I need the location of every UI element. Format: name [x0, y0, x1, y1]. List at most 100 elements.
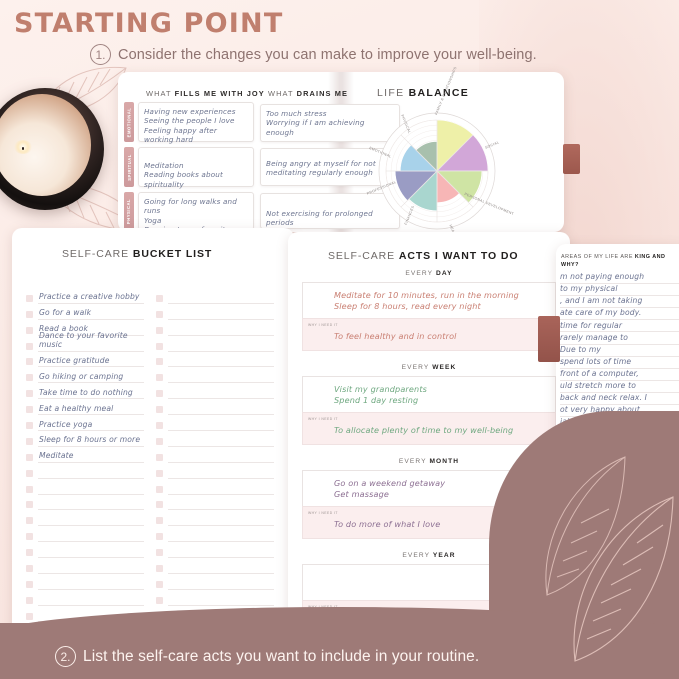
bucket-list-row[interactable]: [156, 288, 274, 304]
checkbox-icon[interactable]: [156, 342, 163, 350]
bucket-list-line[interactable]: [168, 367, 274, 384]
checkbox-icon[interactable]: [156, 549, 163, 557]
bucket-list-row[interactable]: [156, 526, 274, 543]
life-balance-wheel-svg[interactable]: [370, 104, 504, 238]
bucket-list-line[interactable]: [168, 288, 274, 304]
checkbox-icon[interactable]: [156, 469, 163, 477]
bucket-list-line[interactable]: [168, 304, 274, 320]
bucket-list-row[interactable]: Go for a walk: [26, 304, 144, 320]
bucket-list-row[interactable]: Practice a creative hobby: [26, 288, 144, 304]
checkbox-icon[interactable]: [156, 485, 163, 493]
bucket-list-line[interactable]: Go for a walk: [38, 304, 144, 320]
bucket-list-line[interactable]: [168, 558, 274, 575]
checkbox-icon[interactable]: [26, 549, 33, 557]
bucket-list-row[interactable]: Eat a healthy meal: [26, 399, 144, 416]
checkbox-icon[interactable]: [26, 501, 33, 509]
bucket-list-row[interactable]: [26, 542, 144, 559]
bucket-list-row[interactable]: [26, 526, 144, 543]
joy-box-emotional[interactable]: Having new experiences Seeing the people…: [138, 102, 254, 144]
bucket-list-column-2[interactable]: [156, 288, 274, 638]
bucket-list-line[interactable]: [168, 590, 274, 606]
bucket-list-line[interactable]: [168, 352, 274, 368]
checkbox-icon[interactable]: [26, 612, 33, 620]
bucket-list-row[interactable]: Practice yoga: [26, 415, 144, 432]
checkbox-icon[interactable]: [26, 580, 33, 588]
act-why-field[interactable]: WHY I NEED IT To allocate plenty of time …: [302, 412, 556, 445]
bucket-list-row[interactable]: Meditate: [26, 447, 144, 463]
checkbox-icon[interactable]: [26, 358, 33, 366]
bucket-list-row[interactable]: Practice gratitude: [26, 352, 144, 368]
bucket-list-line[interactable]: [168, 495, 274, 511]
bucket-list-line[interactable]: [168, 526, 274, 543]
checkbox-icon[interactable]: [26, 565, 33, 573]
bucket-list-line[interactable]: [168, 383, 274, 400]
bucket-list-row[interactable]: [156, 336, 274, 352]
bucket-list-row[interactable]: Take time to do nothing: [26, 383, 144, 400]
act-write-field[interactable]: Meditate for 10 minutes, run in the morn…: [302, 282, 556, 318]
bucket-list-row[interactable]: [156, 447, 274, 463]
bucket-list-row[interactable]: [156, 431, 274, 447]
bucket-list-line[interactable]: [168, 431, 274, 447]
bucket-list-line[interactable]: [168, 320, 274, 336]
bucket-list-line[interactable]: [38, 463, 144, 479]
checkbox-icon[interactable]: [26, 310, 33, 318]
bucket-list-line[interactable]: Meditate: [38, 447, 144, 463]
bucket-list-row[interactable]: [26, 463, 144, 479]
bucket-list-line[interactable]: Practice a creative hobby: [38, 288, 144, 304]
checkbox-icon[interactable]: [156, 374, 163, 382]
bucket-list-row[interactable]: [156, 415, 274, 432]
checkbox-icon[interactable]: [26, 406, 33, 414]
bucket-list-line[interactable]: [38, 510, 144, 527]
bucket-list-row[interactable]: [156, 574, 274, 590]
checkbox-icon[interactable]: [156, 453, 163, 461]
bucket-list-line[interactable]: [38, 479, 144, 495]
checkbox-icon[interactable]: [156, 422, 163, 430]
bucket-list-line[interactable]: [168, 542, 274, 559]
bucket-list-line[interactable]: [168, 399, 274, 416]
checkbox-icon[interactable]: [156, 310, 163, 318]
bucket-list-row[interactable]: [156, 510, 274, 527]
bucket-list-line[interactable]: [168, 574, 274, 590]
drain-box-emotional[interactable]: Too much stress Worrying if I am achievi…: [260, 104, 400, 142]
bucket-list-line[interactable]: [168, 463, 274, 479]
bucket-list-line[interactable]: Practice yoga: [38, 415, 144, 432]
checkbox-icon[interactable]: [26, 596, 33, 604]
checkbox-icon[interactable]: [26, 390, 33, 398]
bucket-list-row[interactable]: Go hiking or camping: [26, 367, 144, 384]
bucket-list-line[interactable]: Eat a healthy meal: [38, 399, 144, 416]
checkbox-icon[interactable]: [156, 565, 163, 573]
bucket-list-line[interactable]: [38, 590, 144, 606]
checkbox-icon[interactable]: [26, 485, 33, 493]
checkbox-icon[interactable]: [156, 390, 163, 398]
checkbox-icon[interactable]: [156, 501, 163, 509]
bucket-list-row[interactable]: Read a book: [26, 320, 144, 336]
bucket-list-line[interactable]: [168, 479, 274, 495]
act-why-field[interactable]: WHY I NEED IT To feel healthy and in cont…: [302, 318, 556, 351]
bucket-list-row[interactable]: [156, 399, 274, 416]
checkbox-icon[interactable]: [156, 326, 163, 334]
checkbox-icon[interactable]: [156, 437, 163, 445]
checkbox-icon[interactable]: [26, 422, 33, 430]
bucket-list-line[interactable]: Read a book: [38, 320, 144, 336]
checkbox-icon[interactable]: [156, 580, 163, 588]
bucket-list-row[interactable]: [26, 495, 144, 511]
bucket-list-row[interactable]: [156, 590, 274, 606]
bucket-list-row[interactable]: [26, 574, 144, 590]
bucket-list-line[interactable]: [168, 510, 274, 527]
bucket-list-line[interactable]: Take time to do nothing: [38, 383, 144, 400]
checkbox-icon[interactable]: [26, 437, 33, 445]
bucket-list-line[interactable]: [168, 415, 274, 432]
life-balance-wheel[interactable]: FAMILY & RELATIONSHIPS SOCIAL PERSONAL DEV…: [366, 66, 515, 241]
checkbox-icon[interactable]: [26, 326, 33, 334]
checkbox-icon[interactable]: [156, 358, 163, 366]
bucket-list-row[interactable]: [156, 495, 274, 511]
bucket-list-row[interactable]: [156, 304, 274, 320]
bucket-list-row[interactable]: [156, 367, 274, 384]
checkbox-icon[interactable]: [26, 342, 33, 350]
bucket-list-row[interactable]: [156, 383, 274, 400]
bucket-list-line[interactable]: [38, 495, 144, 511]
bucket-list-line[interactable]: Sleep for 8 hours or more: [38, 431, 144, 447]
drain-box-physical[interactable]: Not exercising for prolonged periods: [260, 193, 400, 229]
bucket-list-row[interactable]: [156, 320, 274, 336]
checkbox-icon[interactable]: [156, 517, 163, 525]
